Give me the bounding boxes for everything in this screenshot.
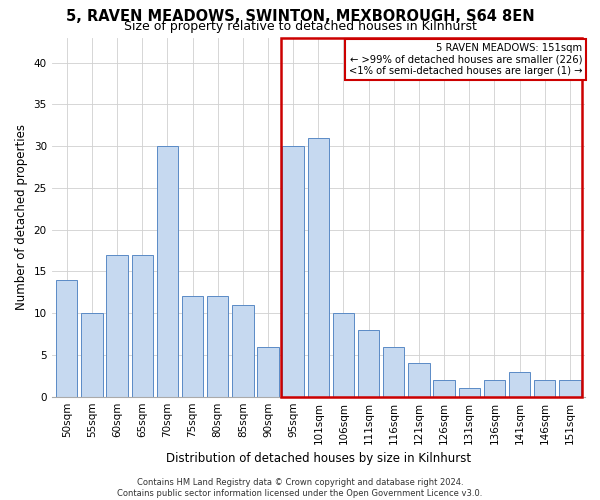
Bar (257, 346, 279, 397)
Bar (56, 280, 77, 396)
Bar (509, 372, 530, 396)
Bar (358, 330, 379, 396)
Bar (433, 380, 455, 396)
Bar (333, 313, 354, 396)
Bar (383, 346, 404, 397)
Bar (232, 305, 254, 396)
Text: 5 RAVEN MEADOWS: 151sqm
← >99% of detached houses are smaller (226)
<1% of semi-: 5 RAVEN MEADOWS: 151sqm ← >99% of detach… (349, 43, 583, 76)
Text: 5, RAVEN MEADOWS, SWINTON, MEXBOROUGH, S64 8EN: 5, RAVEN MEADOWS, SWINTON, MEXBOROUGH, S… (65, 9, 535, 24)
X-axis label: Distribution of detached houses by size in Kilnhurst: Distribution of detached houses by size … (166, 452, 471, 465)
Bar (484, 380, 505, 396)
Bar (559, 380, 581, 396)
Text: Contains HM Land Registry data © Crown copyright and database right 2024.
Contai: Contains HM Land Registry data © Crown c… (118, 478, 482, 498)
Bar (458, 388, 480, 396)
Text: Size of property relative to detached houses in Kilnhurst: Size of property relative to detached ho… (124, 20, 476, 33)
Bar (281, 38, 583, 397)
Bar (157, 146, 178, 397)
Bar (182, 296, 203, 396)
Bar (408, 364, 430, 396)
Bar (283, 146, 304, 397)
Bar (308, 138, 329, 396)
Bar (81, 313, 103, 396)
Bar (534, 380, 556, 396)
Bar (207, 296, 229, 396)
Y-axis label: Number of detached properties: Number of detached properties (15, 124, 28, 310)
Bar (106, 254, 128, 396)
Bar (131, 254, 153, 396)
